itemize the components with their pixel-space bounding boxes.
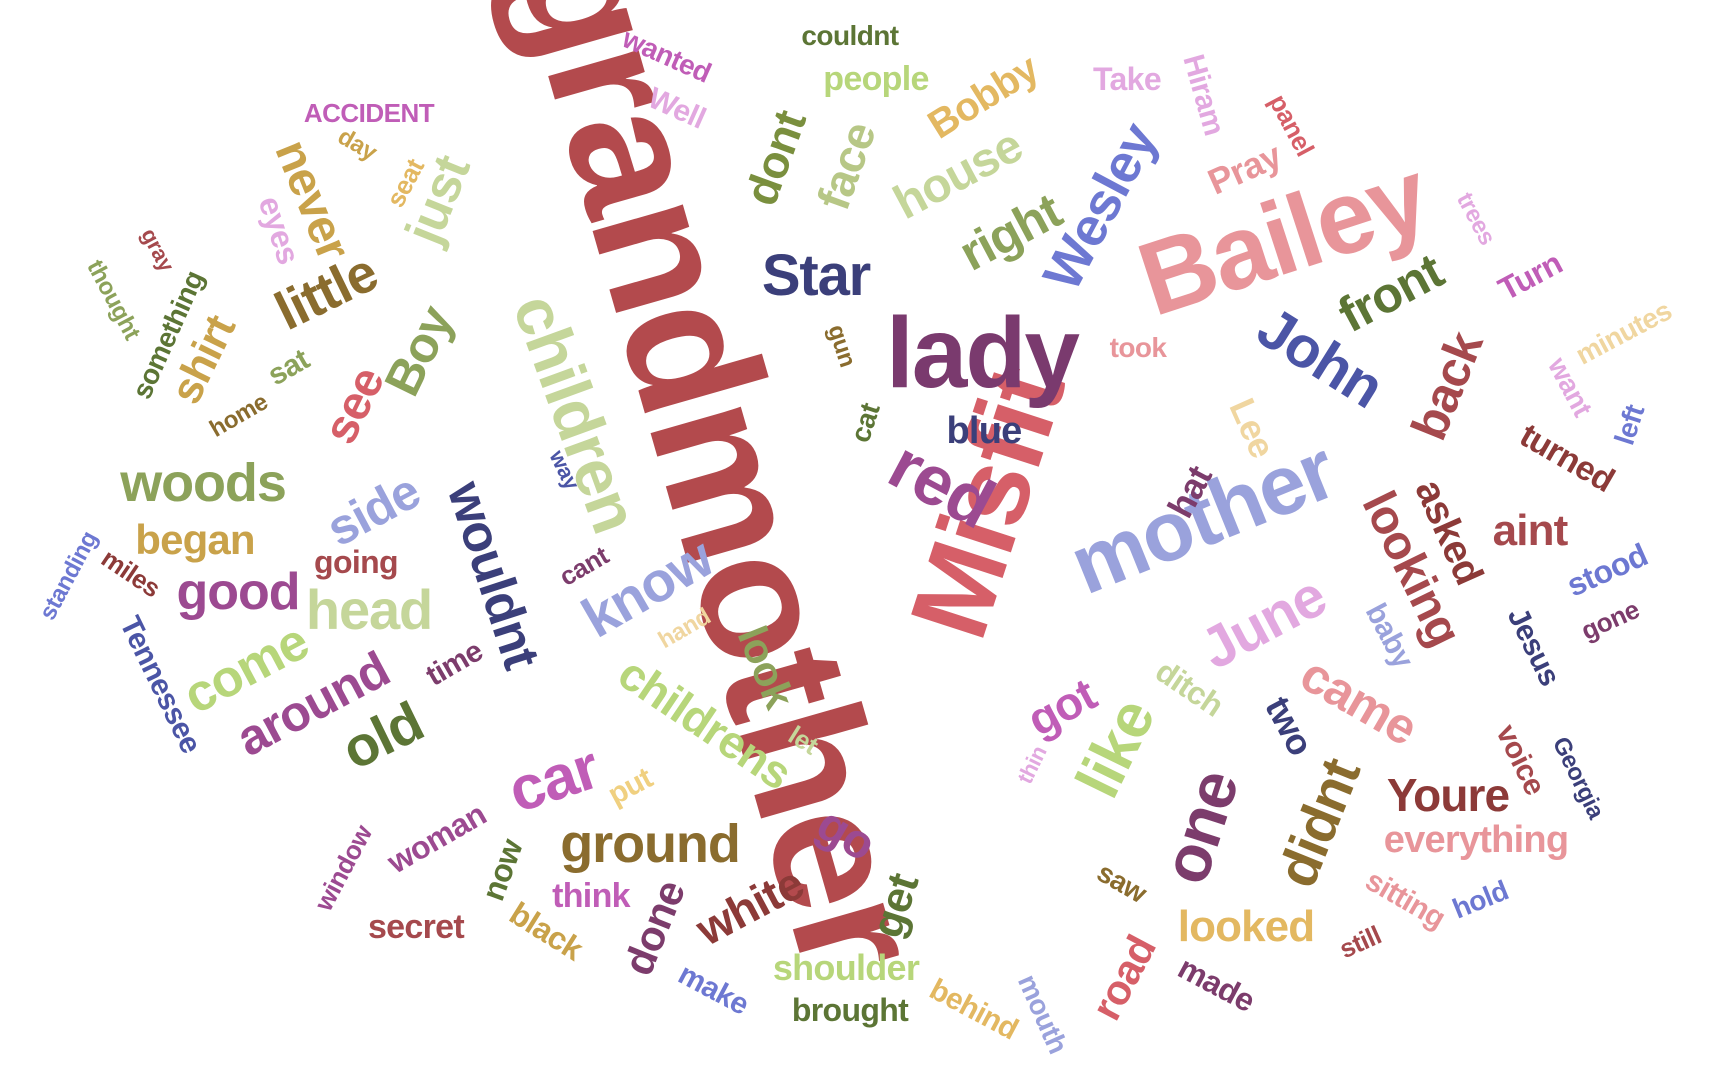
word-couldnt: couldnt [801, 20, 899, 51]
word-time: time [420, 634, 489, 693]
word-looked: looked [1177, 902, 1315, 951]
word-boy: Boy [373, 297, 465, 405]
word-gray: gray [135, 224, 179, 276]
word-made: made [1172, 949, 1262, 1019]
word-face: face [806, 115, 886, 217]
word-woods: woods [120, 453, 287, 513]
word-cat: cat [843, 399, 886, 447]
word-lady: lady [885, 297, 1080, 409]
word-trees: trees [1450, 188, 1501, 250]
word-saw: saw [1092, 856, 1153, 909]
word-home: home [205, 388, 273, 443]
word-people: people [823, 60, 929, 98]
word-put: put [602, 761, 658, 812]
word-still: still [1334, 919, 1386, 965]
word-road: road [1082, 928, 1165, 1028]
word-think: think [552, 877, 631, 915]
word-secret: secret [367, 908, 465, 946]
word-window: window [308, 820, 378, 916]
word-gun: gun [822, 321, 861, 371]
word-took: took [1109, 332, 1167, 363]
word-turned: turned [1513, 416, 1621, 500]
word-take: Take [1092, 61, 1162, 97]
word-good: good [176, 563, 301, 621]
word-accident: ACCIDENT [303, 98, 435, 128]
word-began: began [135, 516, 255, 563]
word-brought: brought [791, 992, 909, 1028]
word-gone: gone [1576, 594, 1644, 646]
word-turn: Turn [1492, 244, 1568, 308]
word-head: head [305, 578, 433, 641]
word-going: going [314, 544, 399, 580]
word-now: now [474, 834, 530, 906]
word-thought: thought [81, 255, 146, 345]
word-blue: blue [946, 410, 1022, 452]
word-thin: thin [1011, 741, 1052, 788]
word-star: Star [761, 243, 871, 308]
word-shoulder: shoulder [772, 947, 920, 988]
word-ground: ground [560, 814, 741, 874]
word-left: left [1608, 401, 1651, 449]
word-side: side [317, 462, 429, 558]
word-stood: stood [1561, 536, 1653, 604]
word-didnt: didnt [1264, 750, 1373, 896]
word-make: make [672, 957, 754, 1022]
word-behind: behind [923, 972, 1023, 1047]
word-aint: aint [1492, 506, 1569, 555]
word-standing: standing [34, 526, 104, 625]
word-youre: Youre [1386, 769, 1510, 821]
word-minutes: minutes [1570, 294, 1677, 371]
word-back: back [1400, 324, 1494, 448]
word-mouth: mouth [1011, 969, 1074, 1058]
word-car: car [500, 732, 608, 827]
word-dont: dont [734, 104, 816, 212]
word-hiram: Hiram [1176, 50, 1231, 139]
word-jesus: Jesus [1500, 602, 1567, 691]
word-sat: sat [262, 342, 315, 393]
word-georgia: Georgia [1547, 732, 1610, 823]
word-hold: hold [1447, 874, 1512, 925]
word-day: day [333, 122, 382, 167]
word-one: one [1147, 761, 1253, 893]
word-woman: woman [381, 795, 493, 881]
word-everything: everything [1383, 819, 1569, 861]
